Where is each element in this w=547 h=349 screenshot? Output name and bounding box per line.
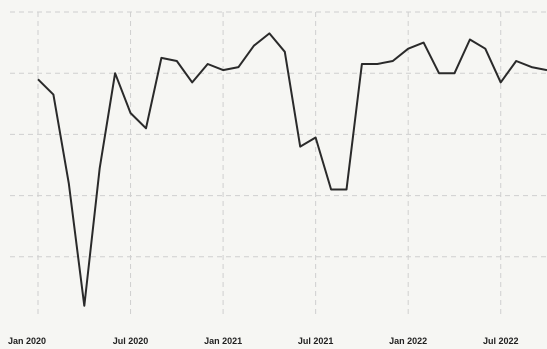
x-tick-label-0: Jan 2020 — [8, 336, 46, 346]
x-tick-label-5: Jul 2022 — [483, 336, 519, 346]
series-line — [37, 32, 547, 307]
grid-lines — [10, 11, 547, 318]
x-tick-label-4: Jan 2022 — [389, 336, 427, 346]
x-axis-tick-labels: Jan 2020 Jul 2020 Jan 2021 Jul 2021 Jan 2022… — [8, 336, 518, 346]
x-tick-label-2: Jan 2021 — [204, 336, 242, 346]
x-tick-label-1: Jul 2020 — [113, 336, 149, 346]
x-tick-label-3: Jul 2021 — [298, 336, 334, 346]
